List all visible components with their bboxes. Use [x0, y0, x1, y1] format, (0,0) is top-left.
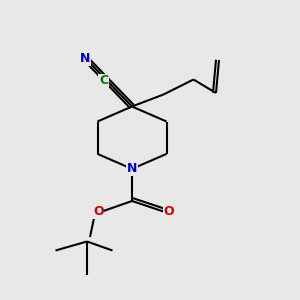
- Text: C: C: [99, 74, 108, 88]
- Text: N: N: [127, 162, 137, 176]
- Text: O: O: [164, 205, 174, 218]
- Text: N: N: [80, 52, 91, 65]
- Text: O: O: [93, 205, 104, 218]
